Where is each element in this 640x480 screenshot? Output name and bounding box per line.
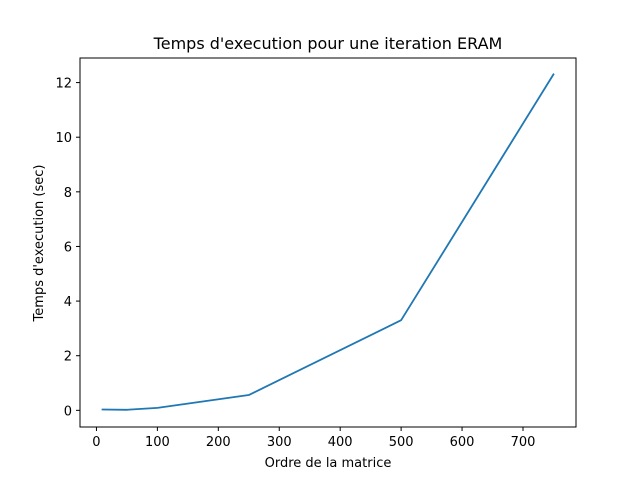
x-axis-label: Ordre de la matrice — [265, 456, 392, 471]
plot-area — [101, 73, 555, 411]
x-axis: 0 100 200 300 400 500 600 700 — [92, 427, 535, 450]
y-axis: 0 2 4 6 8 10 12 — [55, 77, 80, 419]
plot-frame — [79, 57, 577, 428]
x-tick-label: 200 — [206, 435, 231, 450]
x-tick-label: 100 — [145, 435, 170, 450]
x-tick-label: 0 — [92, 435, 100, 450]
y-tick-label: 4 — [64, 295, 72, 310]
x-tick-label: 300 — [267, 435, 292, 450]
y-tick-label: 12 — [55, 77, 72, 92]
y-tick-label: 10 — [55, 131, 72, 146]
x-tick-label: 500 — [389, 435, 414, 450]
series-line-0 — [101, 73, 555, 411]
y-tick-label: 8 — [64, 186, 72, 201]
x-tick-label: 400 — [328, 435, 353, 450]
y-axis-label: Temps d'execution (sec) — [32, 165, 47, 323]
y-tick-label: 0 — [64, 404, 72, 419]
y-tick-label: 2 — [64, 350, 72, 365]
x-tick-label: 700 — [511, 435, 536, 450]
y-tick-label: 6 — [64, 240, 72, 255]
x-tick-label: 600 — [450, 435, 475, 450]
chart-title: Temps d'execution pour une iteration ERA… — [153, 34, 503, 53]
